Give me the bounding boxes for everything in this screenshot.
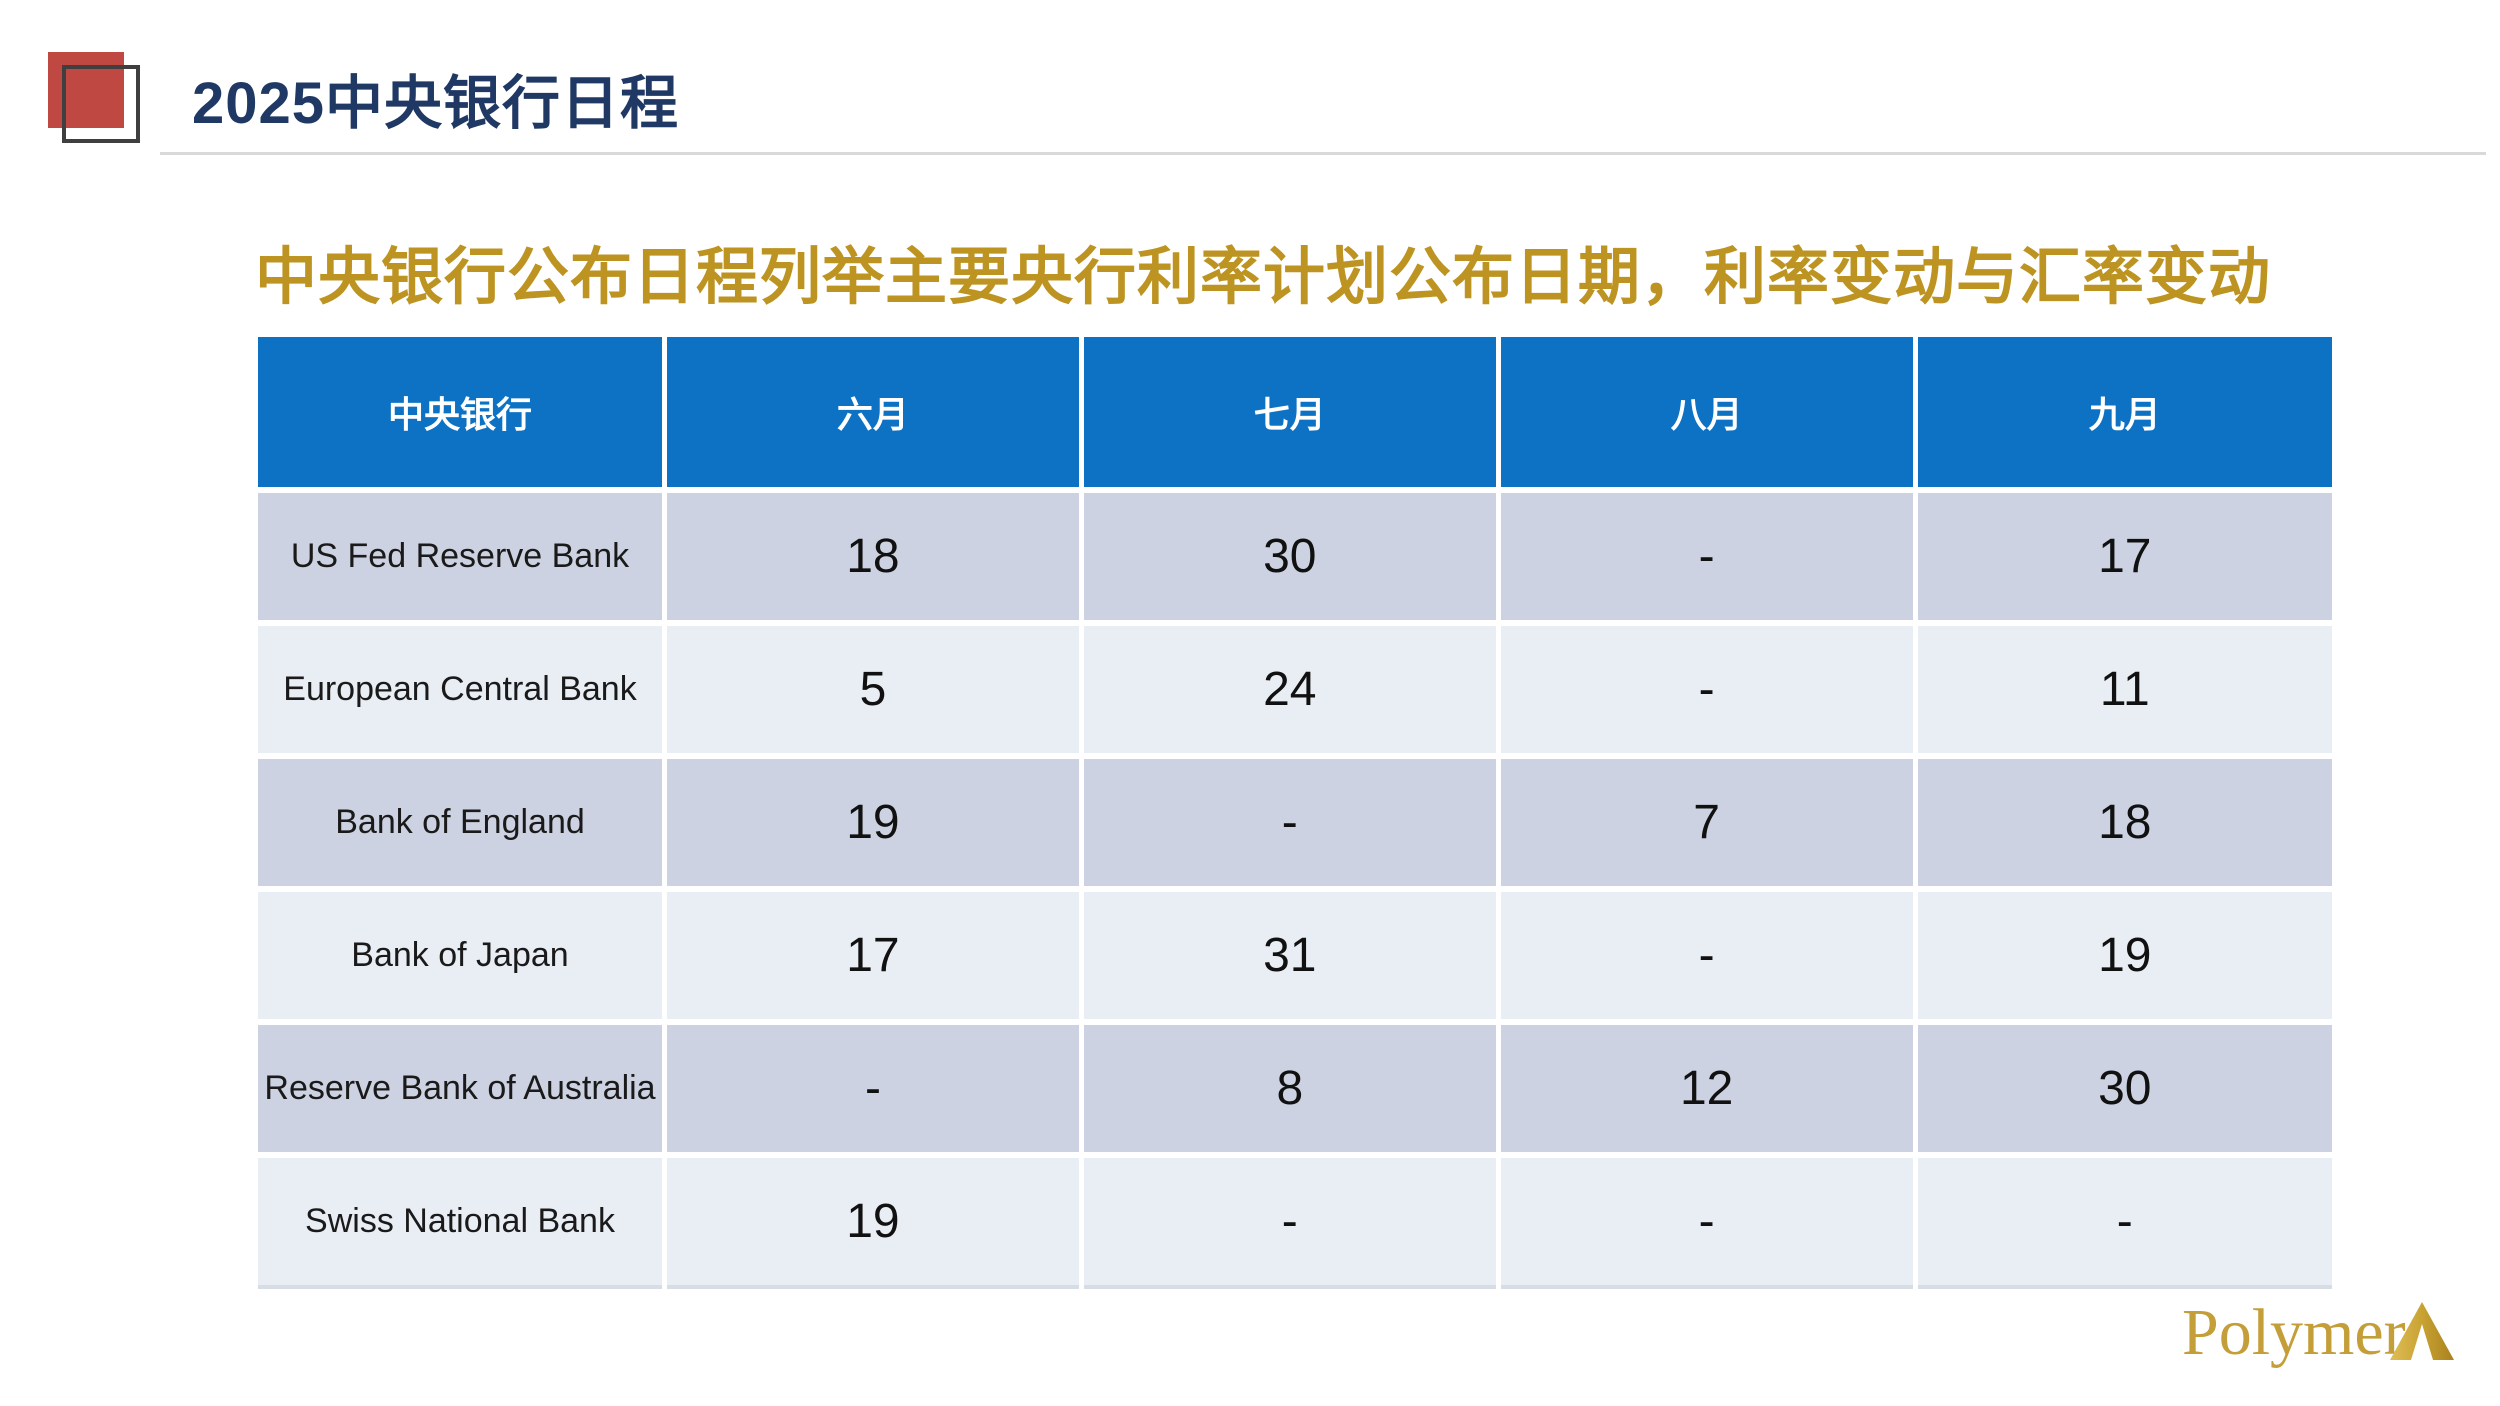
value-cell: 19 bbox=[664, 756, 1084, 892]
value-cell: 12 bbox=[1498, 1022, 1918, 1158]
value-cell: 19 bbox=[1915, 889, 2332, 1025]
header-cell-bank: 中央银行 bbox=[258, 337, 667, 493]
value-cell: 24 bbox=[1081, 623, 1501, 759]
value-cell: 8 bbox=[1081, 1022, 1501, 1158]
value-cell: - bbox=[1498, 623, 1918, 759]
header-cell-june: 六月 bbox=[664, 337, 1084, 493]
table-row: US Fed Reserve Bank 18 30-17 bbox=[258, 490, 2332, 626]
header-row: 中央银行 六月 七月 八月 九月 bbox=[258, 337, 2332, 493]
value-cell: 17 bbox=[664, 889, 1084, 1025]
bank-name-cell: Reserve Bank of Australia bbox=[258, 1022, 667, 1158]
value-cell: - bbox=[1498, 1155, 1918, 1289]
value-cell: 31 bbox=[1081, 889, 1501, 1025]
brand-triangle-icon bbox=[2390, 1302, 2454, 1360]
header-cell-september: 九月 bbox=[1915, 337, 2332, 493]
value-cell: - bbox=[1081, 1155, 1501, 1289]
value-cell: - bbox=[1498, 889, 1918, 1025]
accent-red-square bbox=[48, 52, 124, 128]
bank-name-cell: Bank of England bbox=[258, 756, 667, 892]
header-cell-august: 八月 bbox=[1498, 337, 1918, 493]
accent-outline-square bbox=[62, 65, 140, 143]
table-row: Reserve Bank of Australia -8 12 30 bbox=[258, 1022, 2332, 1158]
bank-name-cell: Bank of Japan bbox=[258, 889, 667, 1025]
page-title: 2025中央银行日程 bbox=[192, 71, 680, 136]
table-body: US Fed Reserve Bank 18 30-17 European Centr… bbox=[258, 490, 2332, 1289]
table-row: Bank of England 19-7 18 bbox=[258, 756, 2332, 892]
value-cell: 30 bbox=[1081, 490, 1501, 626]
value-cell: 17 bbox=[1915, 490, 2332, 626]
bank-name-cell: US Fed Reserve Bank bbox=[258, 490, 667, 626]
value-cell: - bbox=[1081, 756, 1501, 892]
bank-name-cell: European Central Bank bbox=[258, 623, 667, 759]
value-cell: 7 bbox=[1498, 756, 1918, 892]
slide-subtitle: 中央银行公布日程列举主要央行利率计划公布日期，利率变动与汇率变动 bbox=[255, 243, 2272, 312]
header-cell-july: 七月 bbox=[1081, 337, 1501, 493]
brand-wordmark: Polymer bbox=[2182, 1296, 2406, 1369]
value-cell: 11 bbox=[1915, 623, 2332, 759]
value-cell: 19 bbox=[664, 1155, 1084, 1289]
value-cell: - bbox=[1498, 490, 1918, 626]
schedule-table: 中央银行 六月 七月 八月 九月 US Fed Reserve Bank 18 30… bbox=[258, 337, 2332, 1289]
value-cell: 30 bbox=[1915, 1022, 2332, 1158]
value-cell: 5 bbox=[664, 623, 1084, 759]
value-cell: 18 bbox=[1915, 756, 2332, 892]
value-cell: - bbox=[664, 1022, 1084, 1158]
table-row: European Central Bank 5 24-11 bbox=[258, 623, 2332, 759]
table-row: Bank of Japan 17 31-19 bbox=[258, 889, 2332, 1025]
table-row: Swiss National Bank 19- - - bbox=[258, 1155, 2332, 1289]
value-cell: 18 bbox=[664, 490, 1084, 626]
bank-name-cell: Swiss National Bank bbox=[258, 1155, 667, 1289]
value-cell: - bbox=[1915, 1155, 2332, 1289]
title-divider bbox=[160, 152, 2486, 155]
table-header: 中央银行 六月 七月 八月 九月 bbox=[258, 337, 2332, 493]
